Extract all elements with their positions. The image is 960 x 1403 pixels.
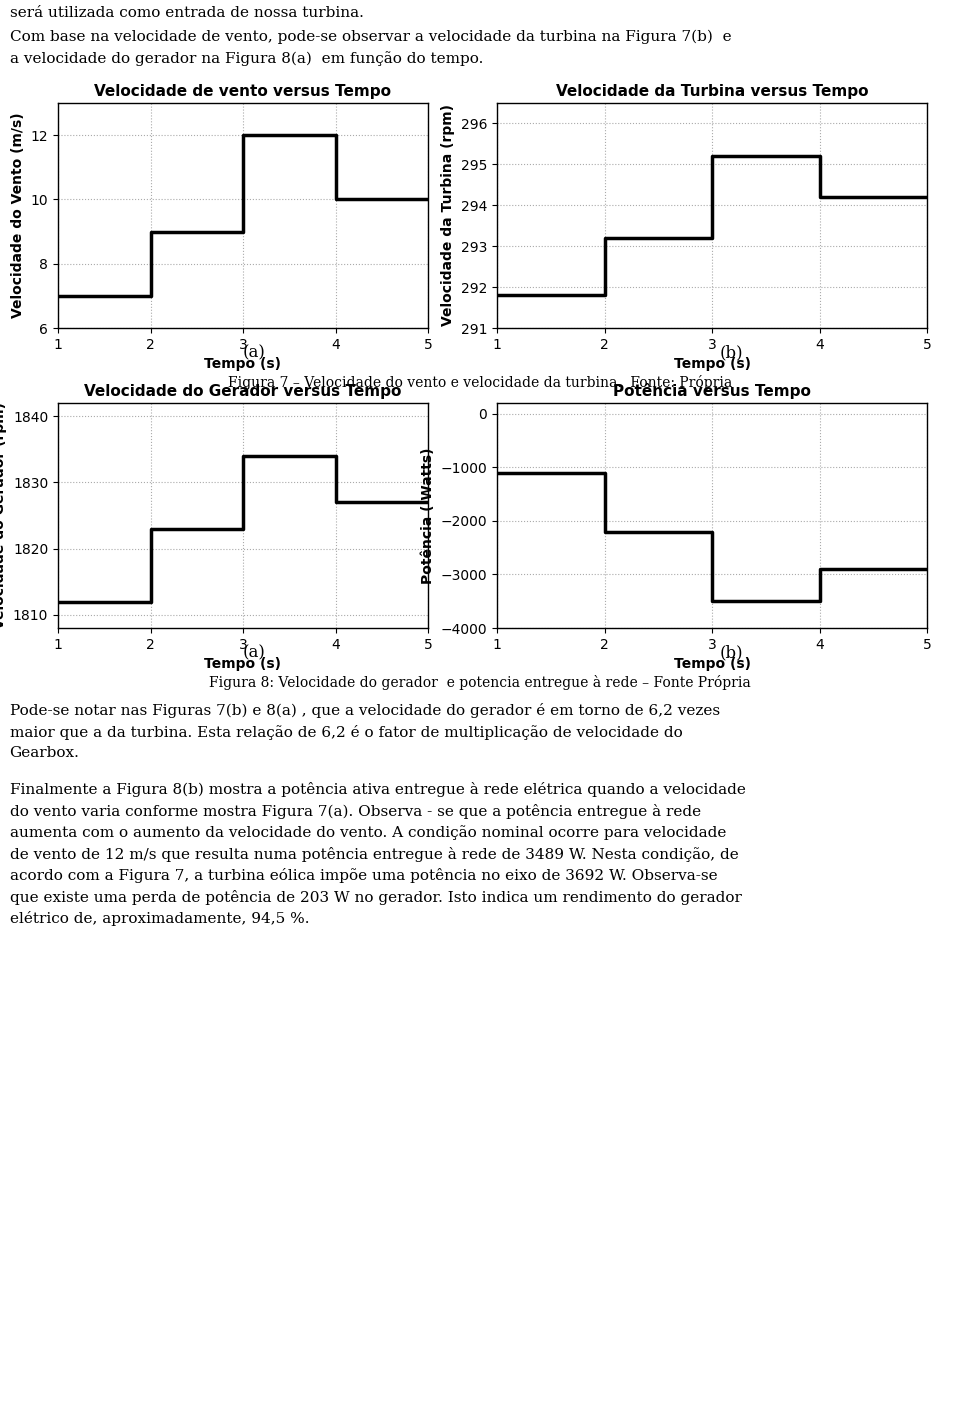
X-axis label: Tempo (s): Tempo (s) xyxy=(204,657,281,671)
Title: Velocidade de vento versus Tempo: Velocidade de vento versus Tempo xyxy=(94,84,392,100)
Y-axis label: Velocidade do Gerador (rpm): Velocidade do Gerador (rpm) xyxy=(0,403,8,629)
Text: Finalmente a Figura 8(b) mostra a potência ativa entregue à rede elétrica quando: Finalmente a Figura 8(b) mostra a potênc… xyxy=(10,781,746,926)
X-axis label: Tempo (s): Tempo (s) xyxy=(674,657,751,671)
Title: Velocidade do Gerador versus Tempo: Velocidade do Gerador versus Tempo xyxy=(84,384,401,398)
Text: Figura 7 – Velocidade do vento e velocidade da turbina.  Fonte: Própria: Figura 7 – Velocidade do vento e velocid… xyxy=(228,376,732,390)
Text: (a): (a) xyxy=(243,644,266,661)
Text: (b): (b) xyxy=(720,345,743,362)
Text: Figura 8: Velocidade do gerador  e potencia entregue à rede – Fonte Própria: Figura 8: Velocidade do gerador e potenc… xyxy=(209,675,751,690)
Text: (a): (a) xyxy=(243,345,266,362)
Y-axis label: Velocidade da Turbina (rpm): Velocidade da Turbina (rpm) xyxy=(442,104,455,327)
Title: Potência versus Tempo: Potência versus Tempo xyxy=(613,383,811,398)
Text: Pode-se notar nas Figuras 7(b) e 8(a) , que a velocidade do gerador é em torno d: Pode-se notar nas Figuras 7(b) e 8(a) , … xyxy=(10,703,720,759)
X-axis label: Tempo (s): Tempo (s) xyxy=(674,358,751,372)
Text: Com base na velocidade de vento, pode-se observar a velocidade da turbina na Fig: Com base na velocidade de vento, pode-se… xyxy=(10,29,732,66)
Y-axis label: Potência ( Watts): Potência ( Watts) xyxy=(421,448,435,584)
Title: Velocidade da Turbina versus Tempo: Velocidade da Turbina versus Tempo xyxy=(556,84,868,100)
Text: (b): (b) xyxy=(720,644,743,661)
Y-axis label: Velocidade do Vento (m/s): Velocidade do Vento (m/s) xyxy=(12,112,25,318)
Text: será utilizada como entrada de nossa turbina.: será utilizada como entrada de nossa tur… xyxy=(10,6,364,20)
X-axis label: Tempo (s): Tempo (s) xyxy=(204,358,281,372)
